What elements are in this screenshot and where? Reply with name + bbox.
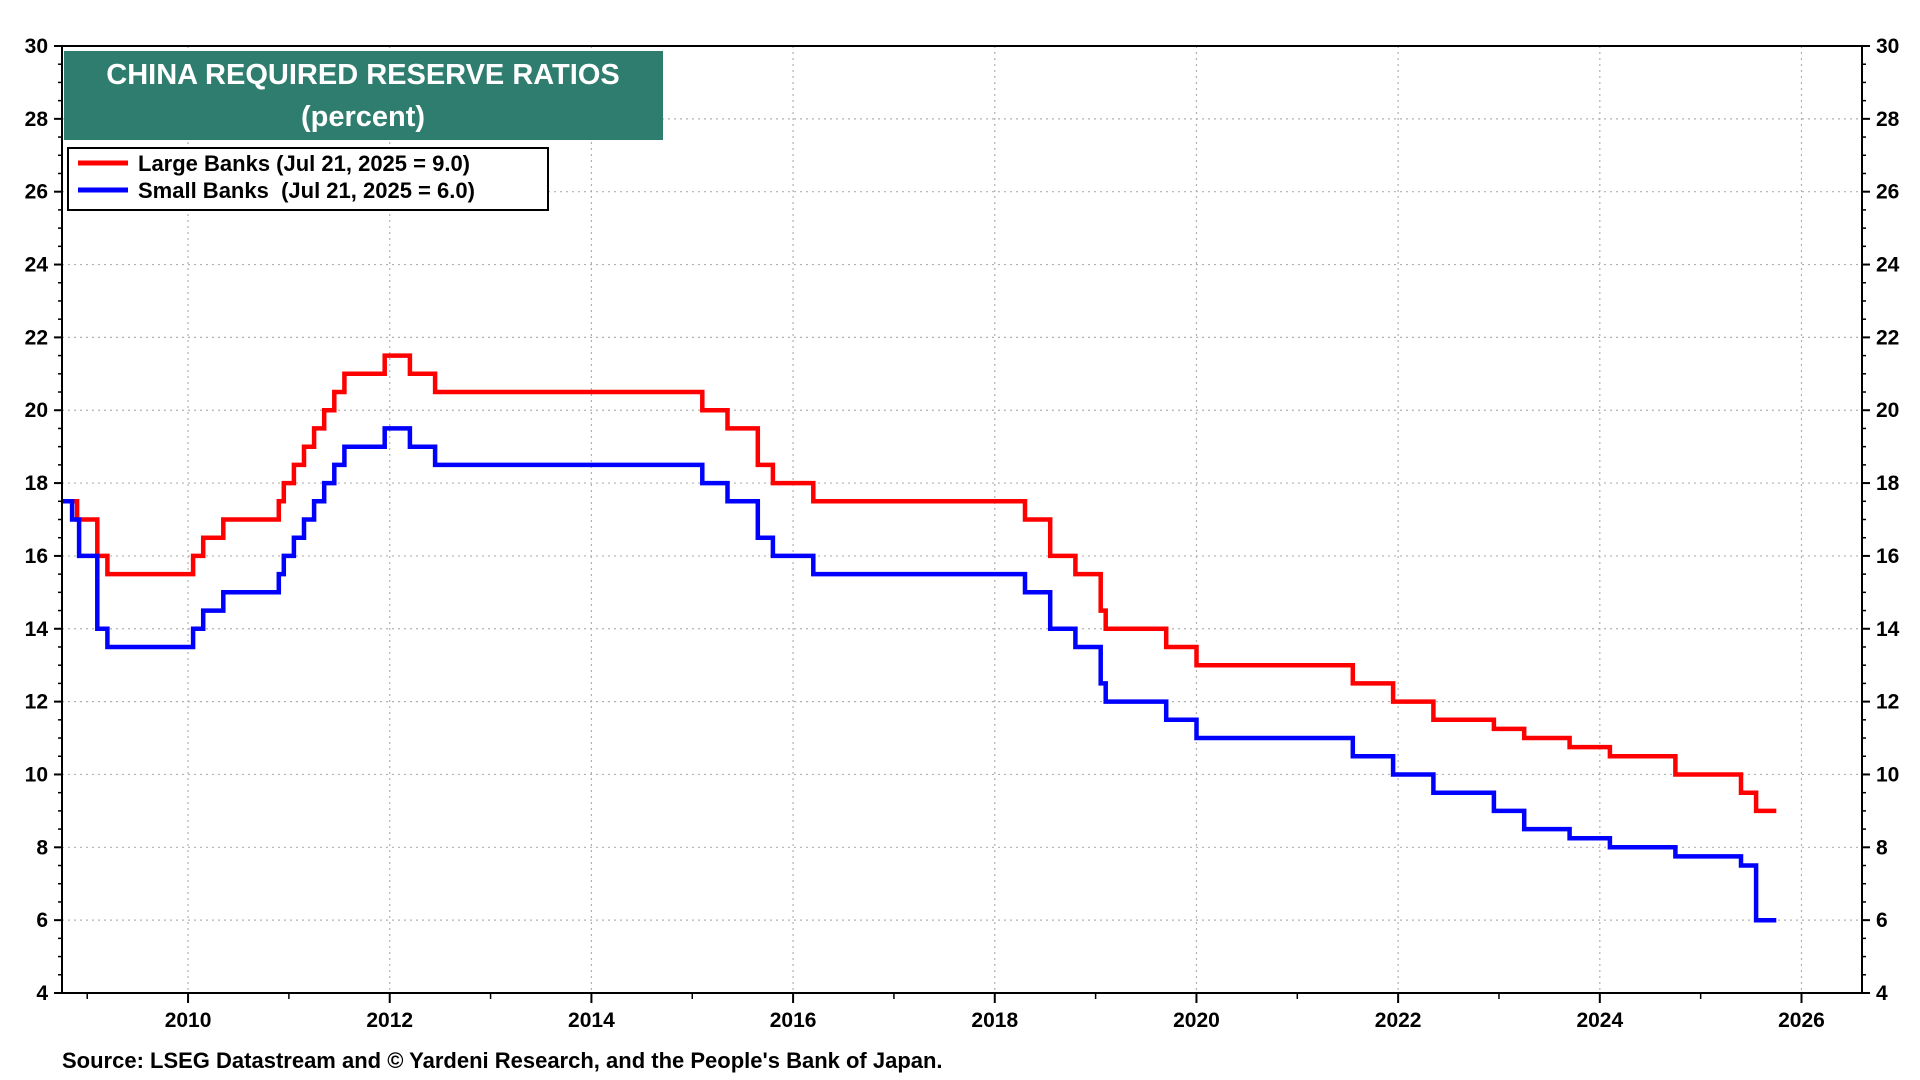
- x-tick-label: 2014: [568, 1009, 615, 1032]
- y-tick-label-left: 10: [25, 763, 48, 786]
- y-tick-label-left: 8: [36, 836, 48, 859]
- legend-label-large-banks: Large Banks (Jul 21, 2025 = 9.0): [138, 151, 470, 176]
- legend-box: [67, 147, 549, 211]
- series-lines: [62, 353, 1777, 923]
- y-tick-label-right: 26: [1876, 181, 1899, 204]
- legend-label-small-banks: Small Banks (Jul 21, 2025 = 6.0): [138, 178, 475, 203]
- x-tick-label: 2016: [770, 1009, 817, 1032]
- y-tick-label-left: 16: [25, 545, 48, 568]
- y-tick-label-right: 14: [1876, 618, 1900, 641]
- y-tick-label-right: 4: [1876, 982, 1888, 1005]
- y-tick-label-right: 6: [1876, 909, 1888, 932]
- chart-subtitle: (percent): [301, 101, 425, 133]
- y-tick-label-left: 18: [25, 472, 49, 495]
- y-tick-label-right: 28: [1876, 108, 1900, 131]
- y-tick-label-left: 6: [36, 909, 48, 932]
- y-tick-label-left: 24: [25, 254, 49, 277]
- y-tick-label-left: 4: [36, 982, 48, 1005]
- y-tick-label-left: 28: [25, 108, 49, 131]
- y-tick-label-left: 30: [25, 35, 48, 58]
- y-tick-label-right: 22: [1876, 326, 1899, 349]
- y-tick-label-right: 20: [1876, 399, 1899, 422]
- x-tick-label: 2020: [1173, 1009, 1220, 1032]
- y-tick-label-right: 12: [1876, 691, 1899, 714]
- y-tick-label-right: 24: [1876, 254, 1900, 277]
- title-box: CHINA REQUIRED RESERVE RATIOS (percent): [64, 51, 663, 140]
- x-tick-label: 2018: [971, 1009, 1018, 1032]
- legend: Large Banks (Jul 21, 2025 = 9.0) Small B…: [67, 147, 549, 211]
- y-tick-label-left: 12: [25, 691, 48, 714]
- axis-ticks: [54, 45, 1870, 1003]
- x-tick-label: 2012: [366, 1009, 413, 1032]
- chart-title: CHINA REQUIRED RESERVE RATIOS: [106, 59, 619, 91]
- y-tick-label-right: 8: [1876, 836, 1888, 859]
- title-background: [64, 51, 663, 140]
- series-line-large-banks: [62, 353, 1777, 814]
- y-tick-label-left: 22: [25, 326, 48, 349]
- y-tick-label-right: 18: [1876, 472, 1900, 495]
- x-tick-label: 2022: [1375, 1009, 1422, 1032]
- y-tick-label-left: 14: [25, 618, 49, 641]
- y-tick-label-right: 16: [1876, 545, 1899, 568]
- x-tick-label: 2010: [165, 1009, 212, 1032]
- y-tick-label-right: 10: [1876, 763, 1899, 786]
- series-line-small-banks: [62, 426, 1777, 923]
- source-note: Source: LSEG Datastream and © Yardeni Re…: [62, 1048, 943, 1073]
- x-tick-label: 2026: [1778, 1009, 1825, 1032]
- y-tick-label-left: 20: [25, 399, 48, 422]
- y-tick-label-right: 30: [1876, 35, 1899, 58]
- y-tick-label-left: 26: [25, 181, 48, 204]
- x-tick-label: 2024: [1576, 1009, 1623, 1032]
